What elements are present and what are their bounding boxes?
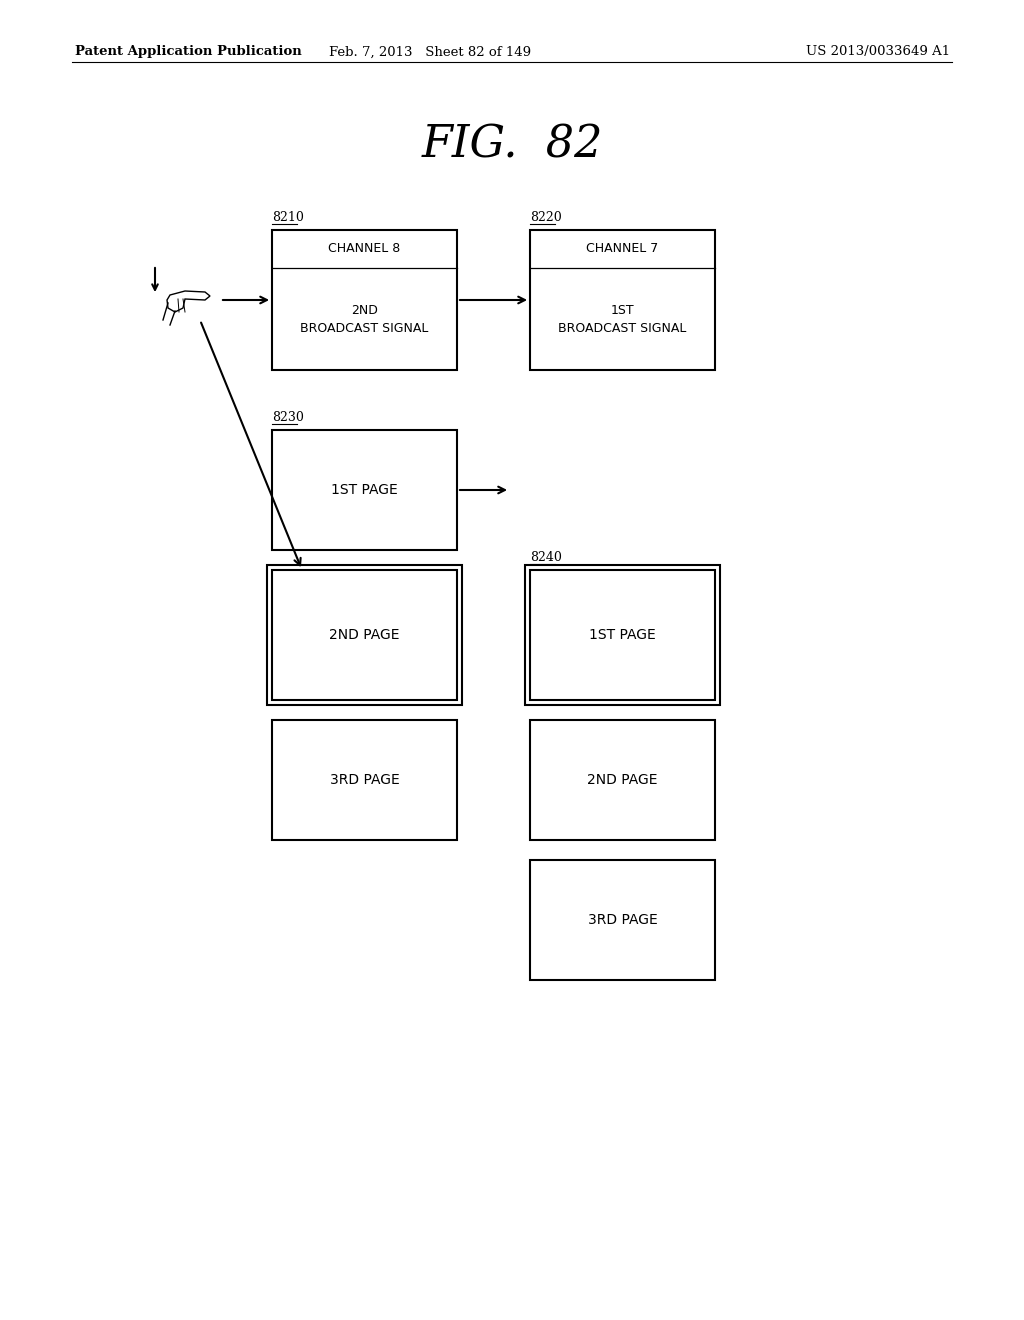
Bar [530,861,715,979]
Bar [267,565,462,705]
Bar [272,719,457,840]
Polygon shape [167,290,210,312]
Text: 8220: 8220 [530,211,562,224]
Text: 2ND PAGE: 2ND PAGE [330,628,399,642]
Text: 8230: 8230 [272,411,304,424]
Text: FIG.  82: FIG. 82 [421,123,603,166]
Text: 1ST PAGE: 1ST PAGE [589,628,656,642]
Text: 3RD PAGE: 3RD PAGE [330,774,399,787]
Text: 1ST
BROADCAST SIGNAL: 1ST BROADCAST SIGNAL [558,304,687,334]
Text: CHANNEL 7: CHANNEL 7 [587,243,658,256]
Text: 2ND
BROADCAST SIGNAL: 2ND BROADCAST SIGNAL [300,304,429,334]
Bar [272,570,457,700]
Text: Patent Application Publication: Patent Application Publication [75,45,302,58]
Bar [272,230,457,370]
Text: 1ST PAGE: 1ST PAGE [331,483,398,498]
Text: 8240: 8240 [530,550,562,564]
Bar [530,230,715,370]
Text: CHANNEL 8: CHANNEL 8 [329,243,400,256]
Text: 8210: 8210 [272,211,304,224]
Bar [530,719,715,840]
Text: US 2013/0033649 A1: US 2013/0033649 A1 [806,45,950,58]
Bar [530,570,715,700]
Text: 2ND PAGE: 2ND PAGE [587,774,657,787]
Bar [525,565,720,705]
Text: Feb. 7, 2013   Sheet 82 of 149: Feb. 7, 2013 Sheet 82 of 149 [329,45,531,58]
Text: 3RD PAGE: 3RD PAGE [588,913,657,927]
Bar [272,430,457,550]
